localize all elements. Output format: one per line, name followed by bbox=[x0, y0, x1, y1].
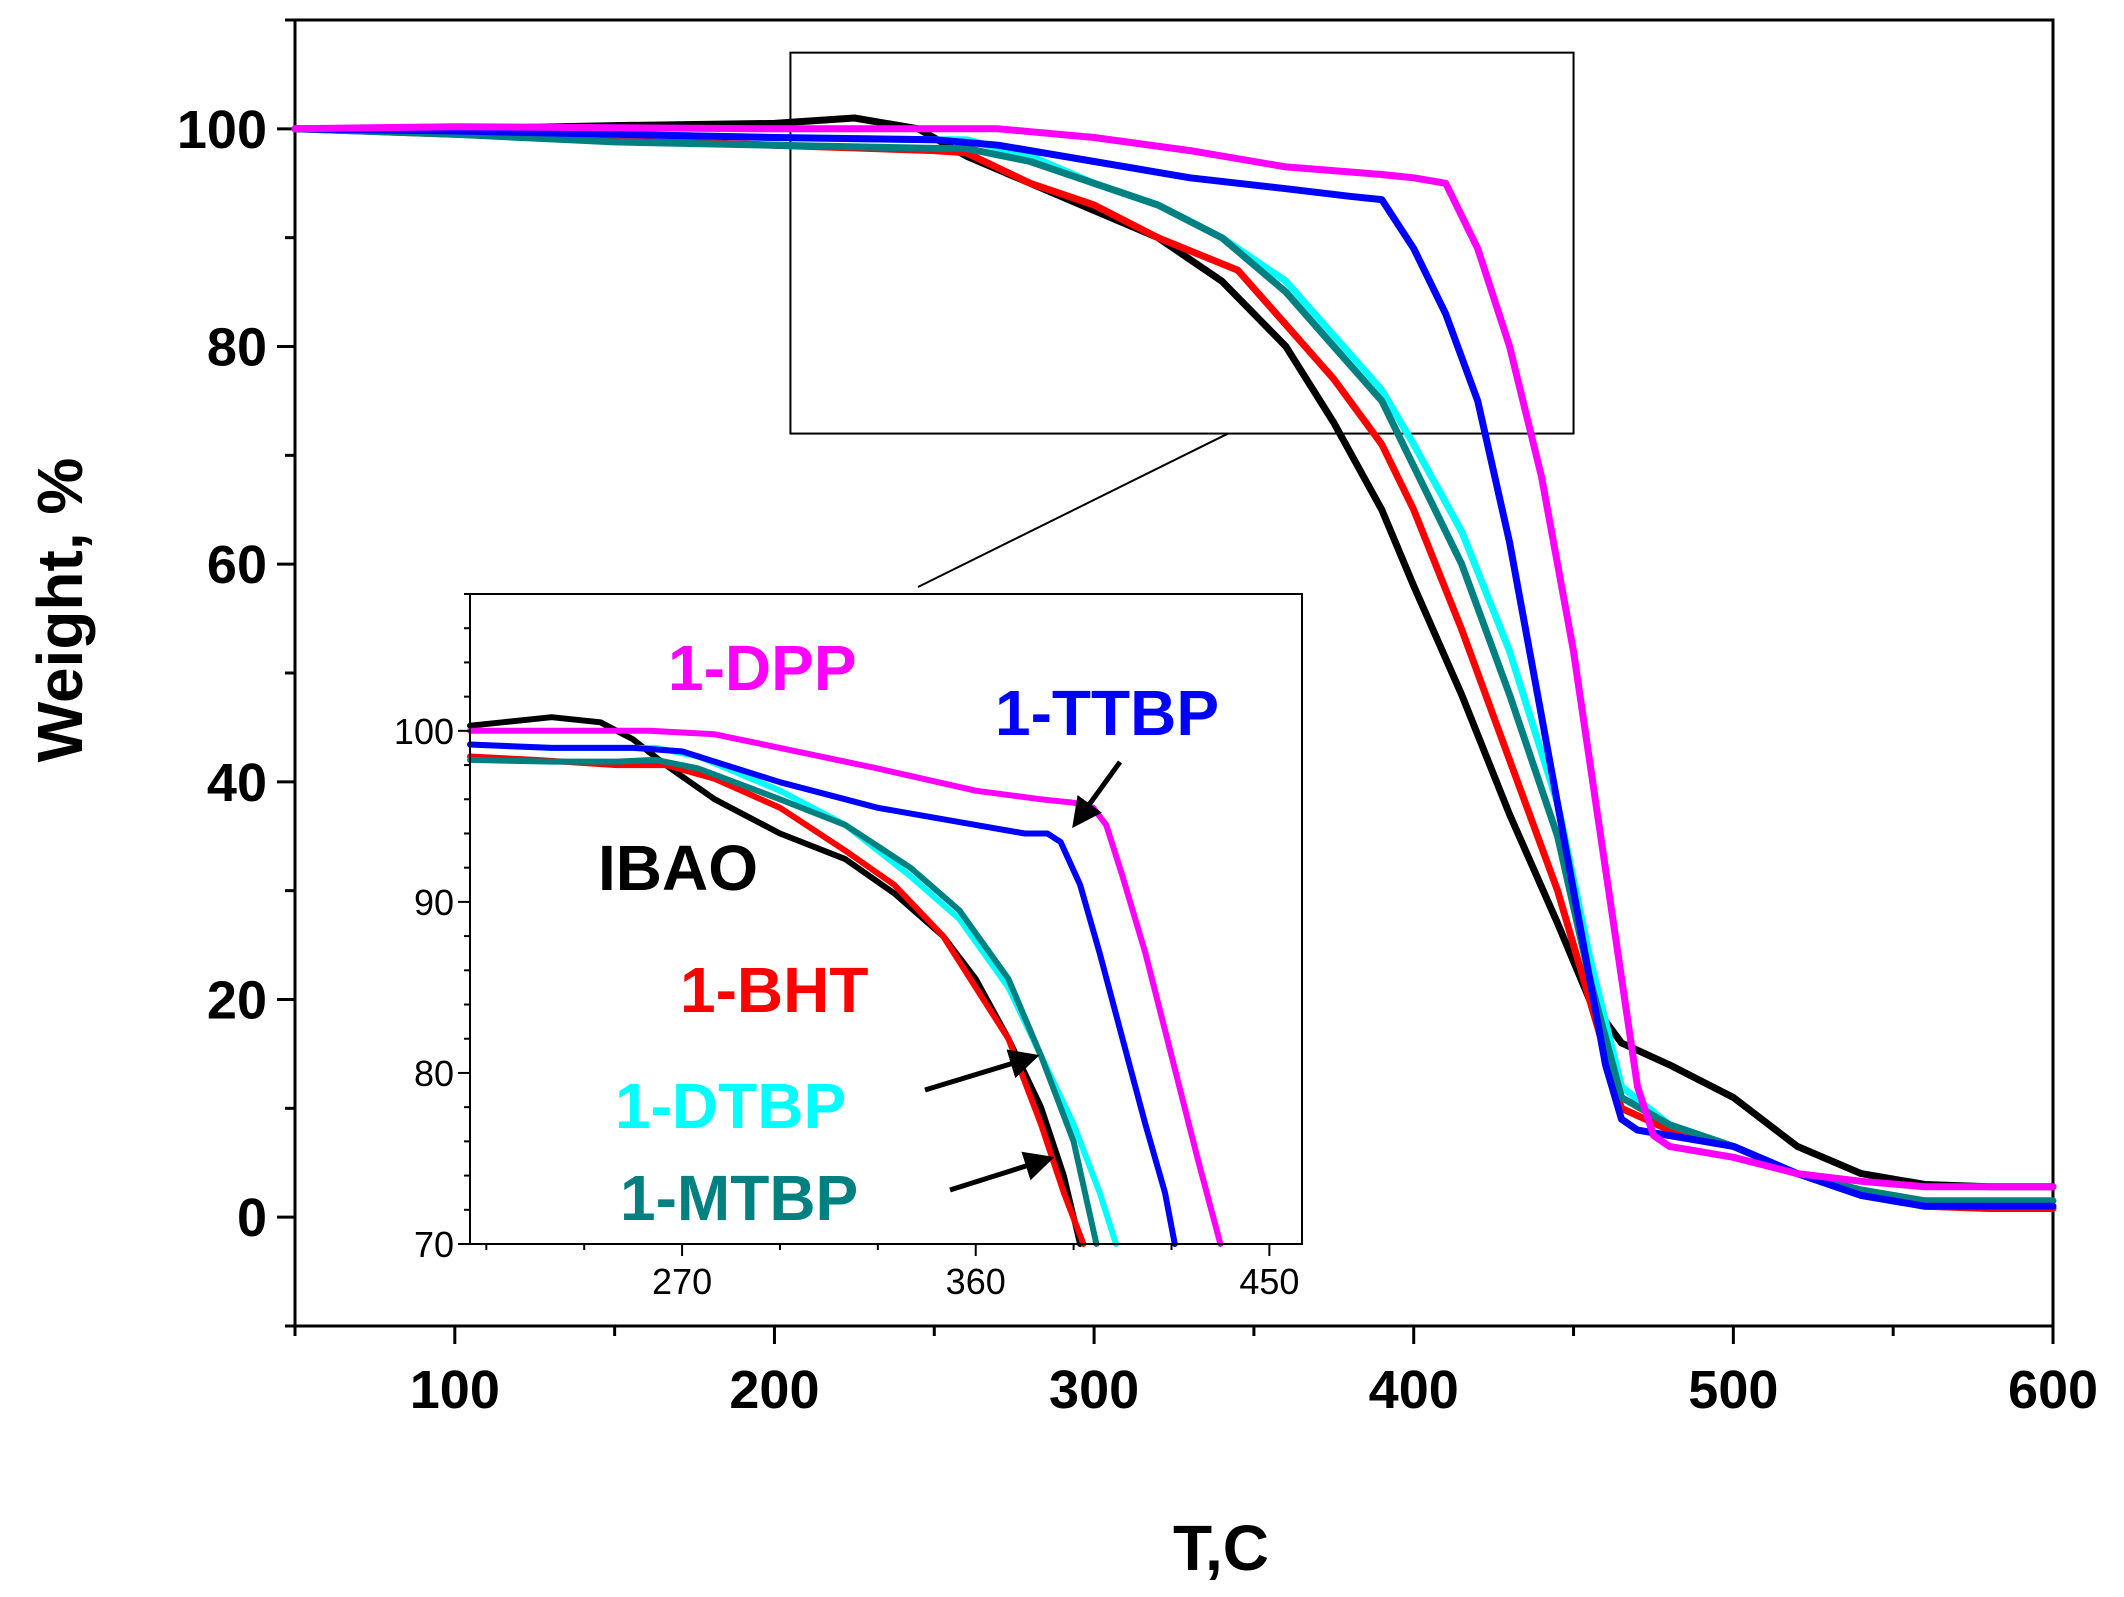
inset-axis-ticks bbox=[458, 593, 1271, 1256]
inset-y-tick-label: 80 bbox=[414, 1053, 454, 1094]
arrow-1-mtbp bbox=[949, 1151, 1055, 1193]
inset-x-tick-label: 360 bbox=[946, 1261, 1006, 1302]
series-label-1-bht: 1-BHT bbox=[680, 954, 868, 1026]
inset-plot-frame bbox=[469, 593, 1303, 1245]
y-tick-label: 20 bbox=[207, 971, 267, 1031]
x-tick-label: 500 bbox=[1688, 1360, 1778, 1420]
arrow-1-dtbp bbox=[924, 1049, 1040, 1093]
x-tick-label: 300 bbox=[1049, 1360, 1139, 1420]
main-series-lines bbox=[291, 114, 2057, 1212]
main-tick-labels: 0 20 40 60 80 100 100 200 300 400 500 600 bbox=[177, 100, 2098, 1420]
x-tick-label: 400 bbox=[1369, 1360, 1459, 1420]
y-tick-label: 40 bbox=[207, 753, 267, 813]
y-axis-title: Weight, % bbox=[24, 458, 96, 763]
x-axis-title: T,C bbox=[1173, 1512, 1269, 1584]
arrow-1-ttbp bbox=[1072, 760, 1123, 829]
main-series-1-ttbp bbox=[291, 125, 2057, 1210]
x-tick-label: 200 bbox=[729, 1360, 819, 1420]
inset-background bbox=[470, 594, 1302, 1244]
inset-series-1-ttbp bbox=[467, 741, 1178, 1247]
zoom-region bbox=[789, 51, 1575, 588]
series-label-1-ttbp: 1-TTBP bbox=[995, 677, 1219, 749]
main-series-1-dpp bbox=[291, 123, 2057, 1191]
x-tick-label: 600 bbox=[2008, 1360, 2098, 1420]
inset-y-tick-label: 90 bbox=[414, 882, 454, 923]
x-tick-label: 100 bbox=[410, 1360, 500, 1420]
series-label-1-dpp: 1-DPP bbox=[668, 632, 857, 704]
inset-series-1-mtbp bbox=[467, 756, 1100, 1247]
y-tick-label: 0 bbox=[237, 1188, 267, 1248]
inset-y-tick-label: 100 bbox=[394, 711, 454, 752]
zoom-connector-line bbox=[917, 432, 1229, 588]
y-tick-label: 60 bbox=[207, 535, 267, 595]
series-label-1-dtbp: 1-DTBP bbox=[615, 1070, 846, 1142]
series-label-ibao: IBAO bbox=[598, 832, 758, 904]
inset-series-1-dpp bbox=[467, 727, 1224, 1247]
y-tick-label: 80 bbox=[207, 318, 267, 378]
main-axis-ticks bbox=[277, 18, 2055, 1344]
zoom-box bbox=[789, 51, 1575, 435]
main-series-ibao bbox=[291, 114, 2057, 1191]
series-label-1-mtbp: 1-MTBP bbox=[620, 1162, 858, 1234]
inset-x-tick-label: 450 bbox=[1239, 1261, 1299, 1302]
y-tick-label: 100 bbox=[177, 100, 267, 160]
inset-series-1-bht bbox=[467, 753, 1087, 1247]
inset-tick-labels: 70 80 90 100 270 360 450 bbox=[394, 711, 1299, 1302]
inset-y-tick-label: 70 bbox=[414, 1224, 454, 1265]
inset-x-tick-label: 270 bbox=[652, 1261, 712, 1302]
